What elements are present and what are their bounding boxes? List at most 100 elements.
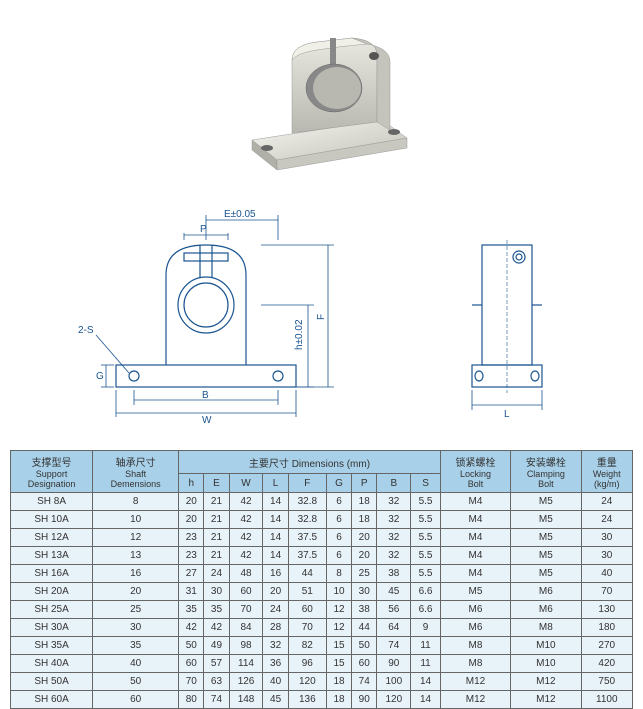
cell: 18 — [326, 673, 351, 691]
cell: 750 — [581, 673, 632, 691]
cell: 42 — [229, 529, 263, 547]
cell: 42 — [229, 547, 263, 565]
cell: 12 — [326, 601, 351, 619]
cell: SH 30A — [11, 619, 93, 637]
th-dim-E: E — [204, 474, 229, 493]
cell: 50 — [179, 637, 204, 655]
cell: 42 — [179, 619, 204, 637]
cell: 37.5 — [288, 547, 326, 565]
cell: SH 50A — [11, 673, 93, 691]
table-row: SH 40A406057114369615609011M8M10420 — [11, 655, 633, 673]
table-row: SH 12A122321421437.5620325.5M4M530 — [11, 529, 633, 547]
cell: 130 — [581, 601, 632, 619]
cell: 6 — [326, 511, 351, 529]
th-clamping: 安装螺栓 Clamping Bolt — [511, 451, 581, 493]
cell: 120 — [288, 673, 326, 691]
cell: 9 — [411, 619, 441, 637]
cell: 30 — [581, 547, 632, 565]
cell: 74 — [377, 637, 411, 655]
table-row: SH 20A2031306020511030456.6M5M670 — [11, 583, 633, 601]
cell: 35 — [93, 637, 179, 655]
cell: 14 — [263, 493, 288, 511]
cell: 70 — [229, 601, 263, 619]
cell: 60 — [93, 691, 179, 709]
cell: 21 — [204, 529, 229, 547]
cell: M5 — [511, 511, 581, 529]
cell: 5.5 — [411, 565, 441, 583]
dim-label-W: W — [202, 415, 212, 425]
cell: 30 — [204, 583, 229, 601]
cell: M12 — [511, 691, 581, 709]
cell: 20 — [263, 583, 288, 601]
th-designation: 支撑型号 Support Designation — [11, 451, 93, 493]
cell: 23 — [179, 547, 204, 565]
cell: 30 — [352, 583, 377, 601]
cell: 50 — [352, 637, 377, 655]
dim-label-E: E±0.05 — [224, 209, 256, 220]
cell: 20 — [352, 547, 377, 565]
cell: 11 — [411, 655, 441, 673]
cell: M5 — [511, 565, 581, 583]
table-row: SH 30A3042428428701244649M6M8180 — [11, 619, 633, 637]
cell: 60 — [352, 655, 377, 673]
cell: M5 — [511, 493, 581, 511]
cell: 25 — [352, 565, 377, 583]
cell: 38 — [352, 601, 377, 619]
cell: 42 — [204, 619, 229, 637]
cell: 74 — [204, 691, 229, 709]
cell: 60 — [288, 601, 326, 619]
cell: 6.6 — [411, 583, 441, 601]
cell: M12 — [440, 691, 510, 709]
cell: 5.5 — [411, 529, 441, 547]
cell: 37.5 — [288, 529, 326, 547]
cell: M6 — [511, 601, 581, 619]
cell: 114 — [229, 655, 263, 673]
cell: 40 — [263, 673, 288, 691]
cell: 14 — [263, 529, 288, 547]
side-view-diagram: L — [437, 205, 577, 430]
cell: 82 — [288, 637, 326, 655]
cell: 148 — [229, 691, 263, 709]
cell: 16 — [93, 565, 179, 583]
cell: 30 — [93, 619, 179, 637]
cell: 136 — [288, 691, 326, 709]
cell: 14 — [263, 547, 288, 565]
cell: 70 — [179, 673, 204, 691]
table-row: SH 10A102021421432.8618325.5M4M524 — [11, 511, 633, 529]
cell: 40 — [581, 565, 632, 583]
cell: 74 — [352, 673, 377, 691]
cell: 14 — [411, 673, 441, 691]
cell: M12 — [440, 673, 510, 691]
cell: 18 — [326, 691, 351, 709]
cell: M5 — [440, 583, 510, 601]
cell: 60 — [179, 655, 204, 673]
cell: 20 — [179, 493, 204, 511]
cell: 32.8 — [288, 493, 326, 511]
cell: 16 — [263, 565, 288, 583]
cell: M6 — [440, 619, 510, 637]
cell: 21 — [204, 493, 229, 511]
cell: 60 — [229, 583, 263, 601]
cell: 90 — [352, 691, 377, 709]
cell: M6 — [440, 601, 510, 619]
cell: 32 — [377, 493, 411, 511]
cell: 25 — [93, 601, 179, 619]
cell: M5 — [511, 547, 581, 565]
cell: 20 — [179, 511, 204, 529]
th-dim-F: F — [288, 474, 326, 493]
cell: 18 — [352, 493, 377, 511]
cell: M10 — [511, 655, 581, 673]
dim-label-S: 2-S — [78, 325, 94, 336]
cell: 30 — [581, 529, 632, 547]
cell: 42 — [229, 493, 263, 511]
dim-label-B: B — [202, 390, 209, 401]
cell: 120 — [377, 691, 411, 709]
cell: 126 — [229, 673, 263, 691]
table-row: SH 60A60807414845136189012014M12M121100 — [11, 691, 633, 709]
table-row: SH 13A132321421437.5620325.5M4M530 — [11, 547, 633, 565]
product-photo — [0, 0, 643, 195]
cell: 10 — [93, 511, 179, 529]
cell: 6 — [326, 529, 351, 547]
cell: 14 — [411, 691, 441, 709]
cell: 48 — [229, 565, 263, 583]
